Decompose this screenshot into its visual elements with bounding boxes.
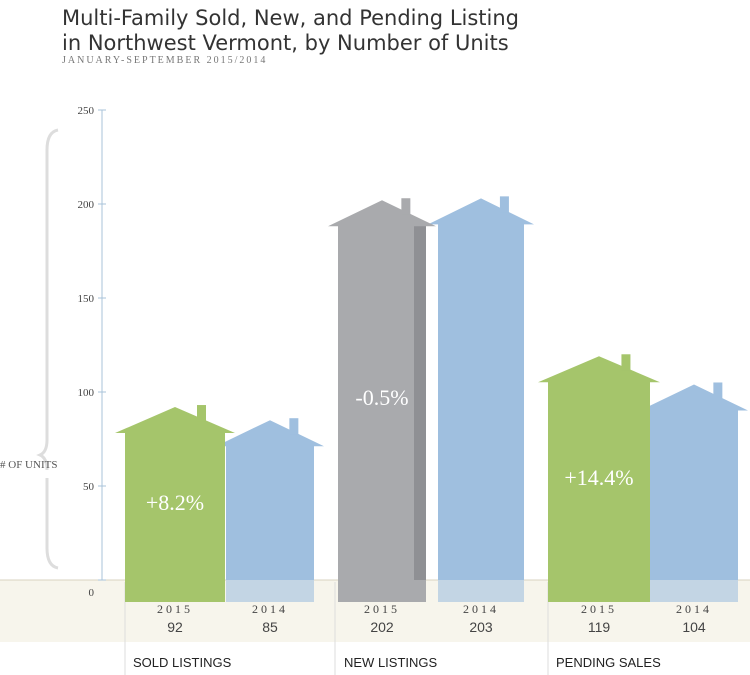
category-label: PENDING SALES [556,655,661,670]
bar-2015 [115,407,235,580]
value-label-2014: 85 [262,619,278,635]
bar-2014 [640,384,748,580]
bar-2014-chimney [499,196,509,213]
percent-change-label: +8.2% [146,490,204,515]
bar-2014-footer [650,580,738,602]
chart-subtitle: JANUARY-SEPTEMBER 2015/2014 [62,55,268,66]
y-axis-title: # OF UNITS [0,459,57,471]
bar-2015-footer [125,580,225,602]
bar-2015-footer [338,580,426,602]
bar-2015 [328,200,436,581]
y-tick-label: 200 [78,199,95,211]
bar-2015-footer [548,580,650,602]
category-label: NEW LISTINGS [344,655,438,670]
year-label-2015: 2015 [157,602,193,616]
bar-2014-footer [438,580,524,602]
chart-title: Multi-Family Sold, New, and Pending List… [62,6,519,55]
bar-2015-chimney [197,405,206,422]
y-bracket-lower [45,478,59,570]
value-label-2015: 119 [588,619,611,635]
value-label-2015: 202 [370,619,394,635]
y-tick-label: 50 [83,481,95,493]
value-label-2015: 92 [167,619,183,635]
year-label-2015: 2015 [364,602,400,616]
y-bracket-upper [36,128,59,471]
bar-2015-chimney [401,198,411,215]
bar-2014 [216,420,324,580]
percent-change-label: -0.5% [355,385,408,410]
bar-2015-chimney [621,354,631,371]
year-label-2014: 2014 [676,602,712,616]
category-label: SOLD LISTINGS [133,655,232,670]
bar-2015-shadow [414,226,426,581]
bar-2014-chimney [289,418,299,435]
y-tick-label: 150 [78,293,95,305]
value-label-2014: 104 [682,619,706,635]
value-label-2014: 203 [469,619,493,635]
bar-2014-footer [226,580,314,602]
bar-2014-chimney [713,382,723,399]
y-tick-label: 0 [89,587,95,599]
year-label-2014: 2014 [463,602,499,616]
bar-2015 [538,356,660,580]
year-label-2015: 2015 [581,602,617,616]
y-tick-label: 100 [78,387,95,399]
percent-change-label: +14.4% [564,465,633,490]
y-tick-label: 250 [78,105,95,117]
bar-2014 [428,198,534,581]
year-label-2014: 2014 [252,602,288,616]
